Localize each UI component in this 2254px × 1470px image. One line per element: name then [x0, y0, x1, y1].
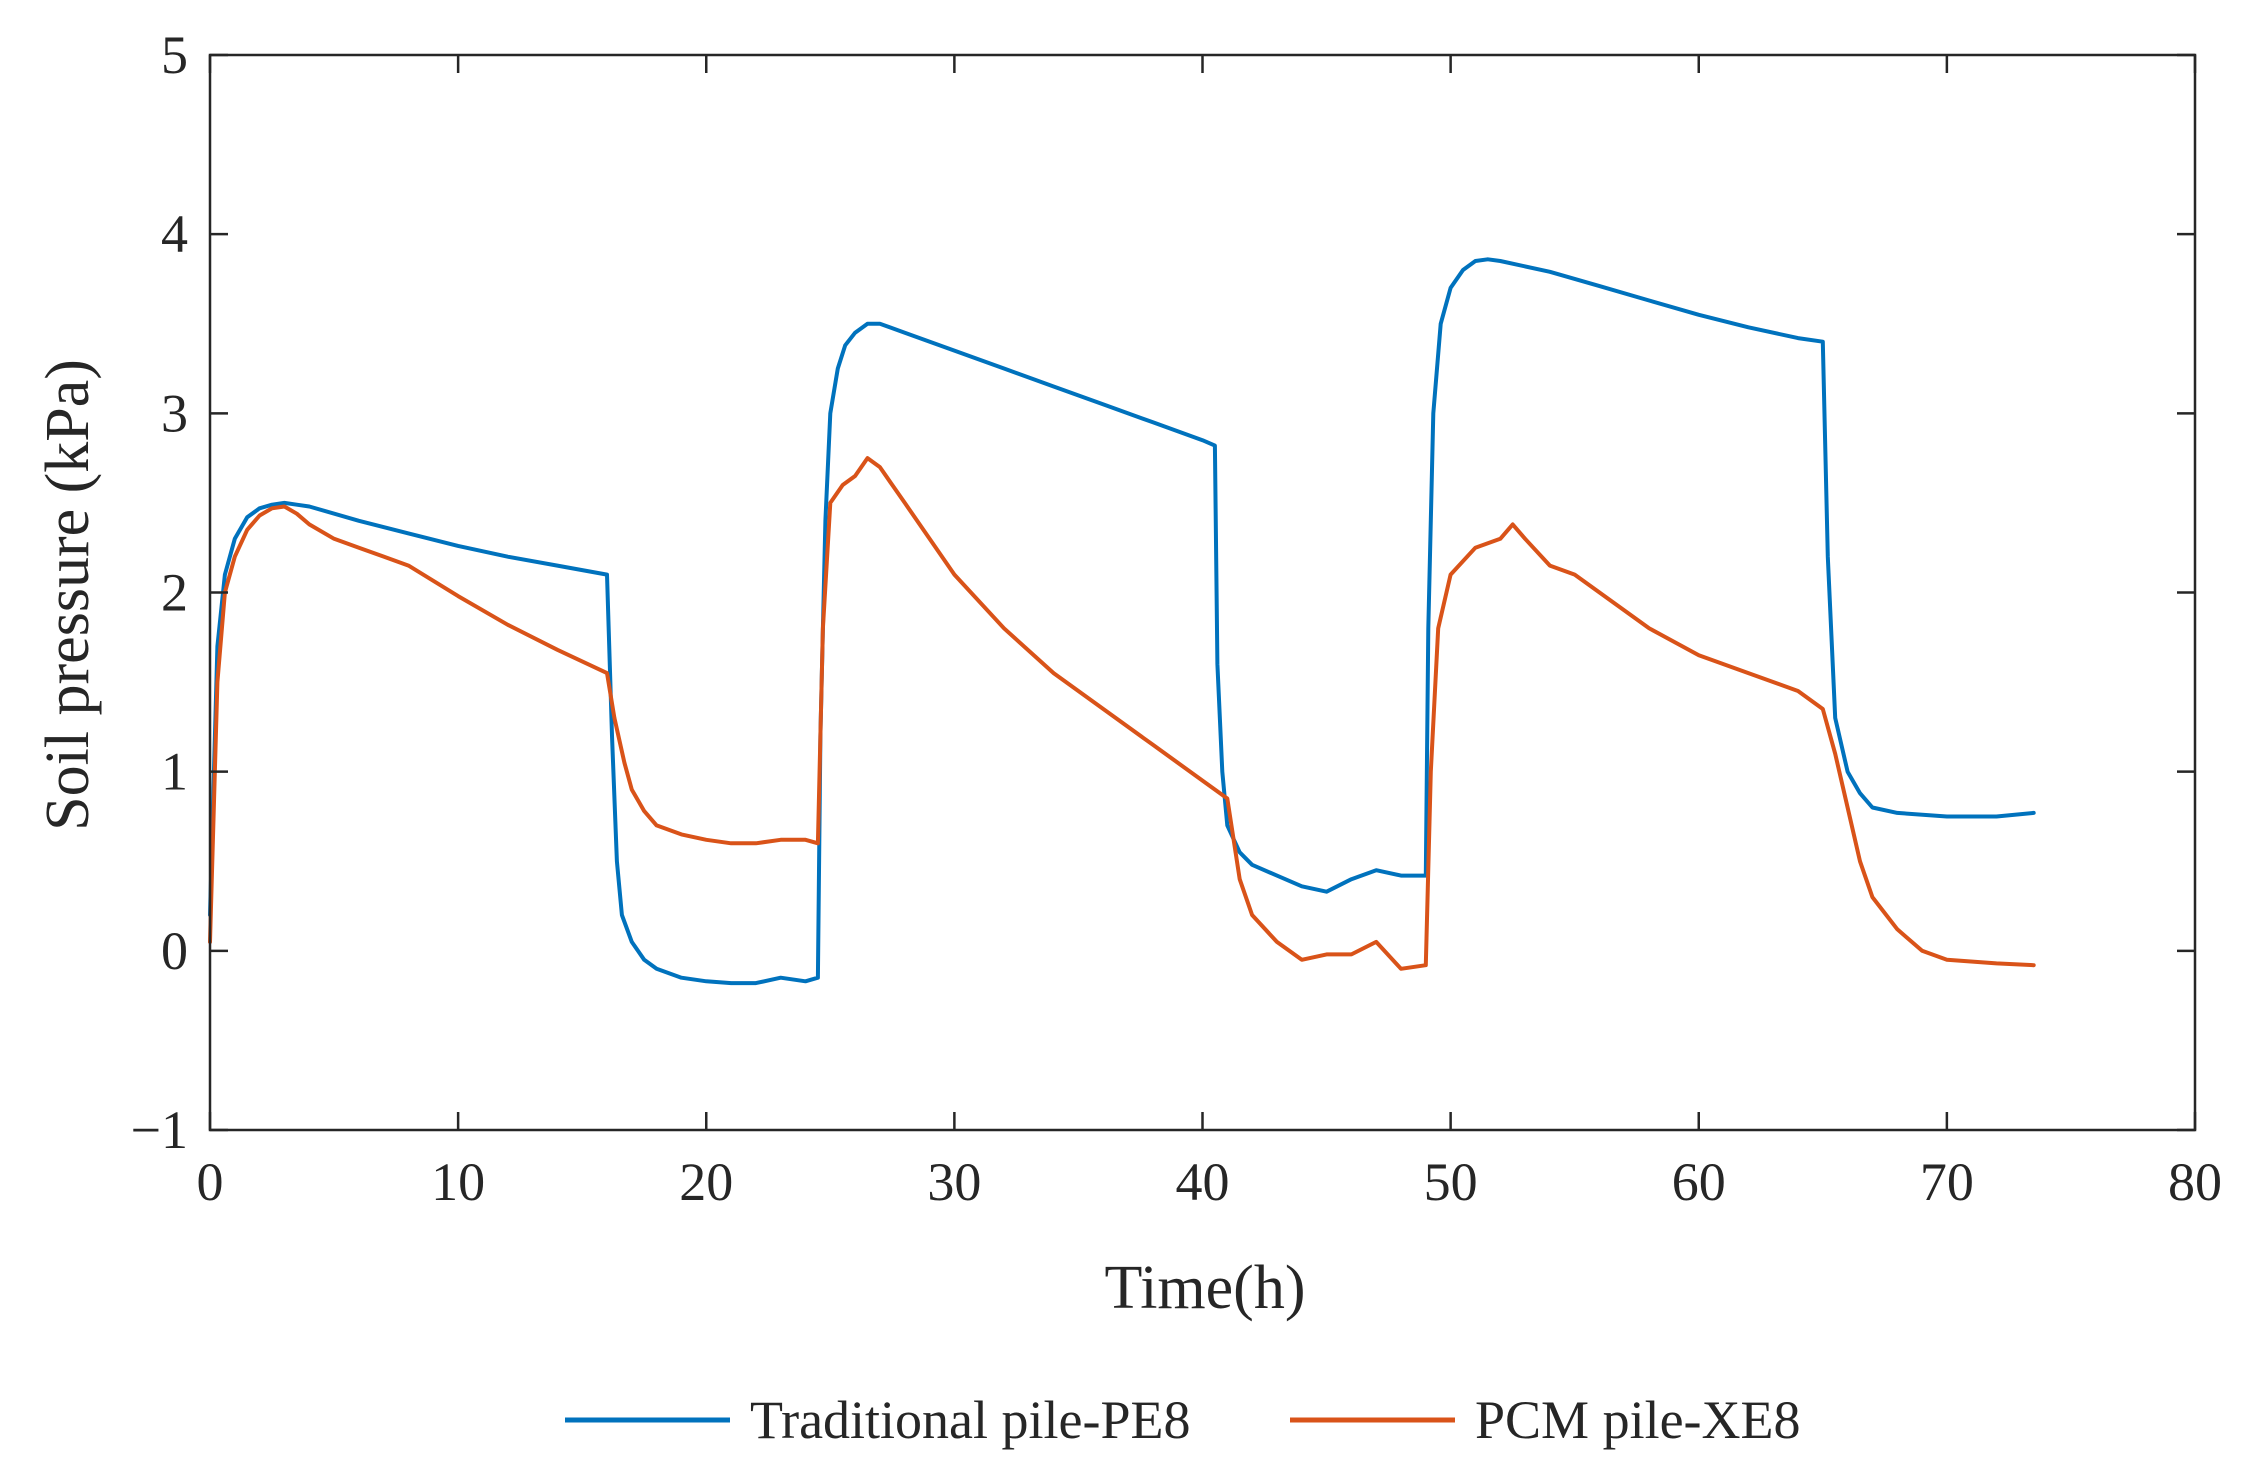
x-axis-ticks: 0 10 20 30 40 50 60 70 80 [197, 55, 2222, 1212]
x-tick-label: 40 [1176, 1152, 1230, 1212]
series-line-traditional-pile-pe8 [208, 257, 2036, 986]
y-axis-label: Soil pressure (kPa) [34, 359, 102, 831]
series-layer [208, 257, 2036, 986]
y-tick-label: −1 [131, 1100, 188, 1160]
legend: Traditional pile-PE8 PCM pile-XE8 [565, 1390, 1801, 1450]
x-tick-label: 30 [927, 1152, 981, 1212]
y-tick-label: 2 [161, 563, 188, 623]
x-tick-label: 0 [197, 1152, 224, 1212]
x-tick-label: 60 [1672, 1152, 1726, 1212]
series-line-pcm-pile-xe8 [208, 456, 2036, 971]
axes-box [208, 53, 2197, 1132]
y-tick-label: 5 [161, 25, 188, 85]
y-tick-label: 1 [161, 742, 188, 802]
y-tick-label: 3 [161, 383, 188, 443]
x-tick-label: 50 [1424, 1152, 1478, 1212]
y-tick-label: 0 [161, 921, 188, 981]
x-tick-label: 80 [2168, 1152, 2222, 1212]
y-tick-label: 4 [161, 204, 188, 264]
legend-label-traditional-pile-pe8: Traditional pile-PE8 [750, 1390, 1191, 1450]
x-tick-label: 20 [679, 1152, 733, 1212]
x-tick-label: 10 [431, 1152, 485, 1212]
x-tick-label: 70 [1920, 1152, 1974, 1212]
legend-label-pcm-pile-xe8: PCM pile-XE8 [1475, 1390, 1801, 1450]
y-axis-ticks: −1 0 1 2 3 4 5 [131, 25, 2195, 1160]
x-axis-label: Time(h) [1105, 1254, 1306, 1322]
